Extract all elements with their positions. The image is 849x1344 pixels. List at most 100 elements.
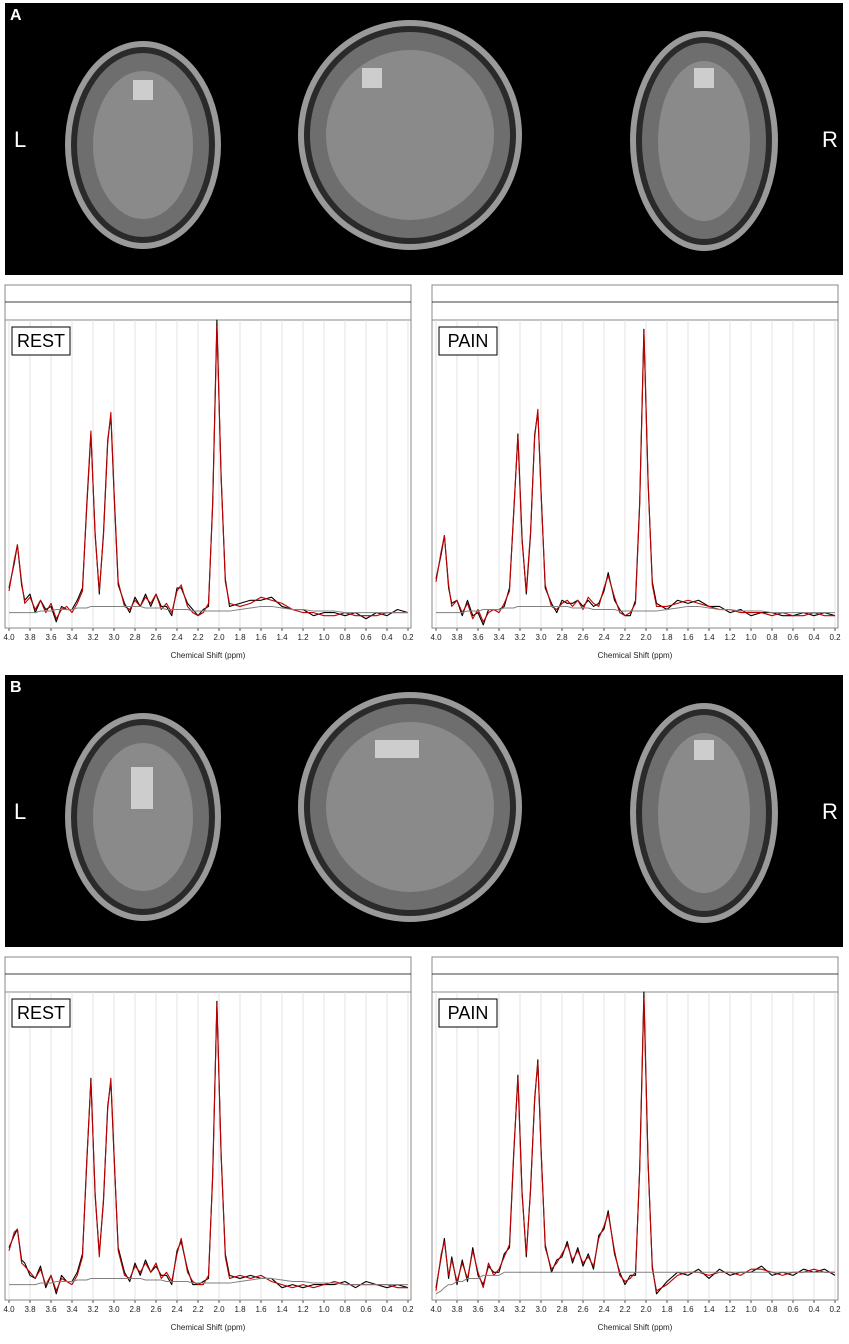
x-tick-label: 3.4 [66,1305,78,1314]
x-tick-label: 1.8 [234,1305,246,1314]
x-tick-label: 3.0 [535,1305,547,1314]
spectrum-line [9,605,408,614]
x-tick-label: 2.6 [150,633,162,642]
voxel [362,68,382,88]
x-tick-label: 2.8 [556,1305,568,1314]
x-tick-label: 2.2 [192,633,204,642]
white-matter [658,733,750,893]
x-tick-label: 1.0 [745,633,757,642]
x-tick-label: 0.6 [787,1305,799,1314]
x-tick-label: 1.2 [724,633,736,642]
x-tick-label: 1.2 [297,633,309,642]
condition-box [438,998,498,1028]
white-matter [658,61,750,221]
side-label: L [14,799,26,824]
x-tick-label: 2.4 [598,633,610,642]
x-tick-label: 3.2 [514,1305,526,1314]
x-tick-label: 1.6 [682,1305,694,1314]
residual-box [431,284,839,321]
x-tick-label: 2.6 [577,633,589,642]
x-tick-label: 1.4 [703,1305,715,1314]
x-tick-label: 3.8 [24,1305,36,1314]
x-tick-label: 4.0 [430,633,442,642]
x-tick-label: 1.8 [234,633,246,642]
x-tick-label: 3.0 [108,633,120,642]
x-tick-label: 2.0 [640,633,652,642]
x-tick-label: 3.6 [45,633,57,642]
spectrum-line [436,605,835,614]
side-label: R [822,127,838,152]
x-tick-label: 2.2 [192,1305,204,1314]
x-tick-label: 2.8 [556,633,568,642]
x-tick-label: 3.6 [472,633,484,642]
x-tick-label: 2.2 [619,1305,631,1314]
voxel [694,68,714,88]
x-tick-label: 3.4 [493,1305,505,1314]
x-tick-label: 3.6 [45,1305,57,1314]
white-matter [93,743,193,891]
x-tick-label: 1.0 [318,633,330,642]
x-tick-label: 2.4 [171,633,183,642]
x-axis-title: Chemical Shift (ppm) [598,651,673,660]
x-tick-label: 0.8 [339,633,351,642]
voxel [375,740,419,758]
voxel [133,80,153,100]
x-axis-title: Chemical Shift (ppm) [171,651,246,660]
x-tick-label: 3.0 [108,1305,120,1314]
x-tick-label: 0.6 [360,633,372,642]
spectrum-line [435,1271,835,1295]
x-tick-label: 0.2 [829,1305,841,1314]
x-tick-label: 0.2 [402,1305,414,1314]
x-tick-label: 1.0 [745,1305,757,1314]
x-tick-label: 0.4 [381,633,393,642]
x-tick-label: 3.8 [24,633,36,642]
x-tick-label: 3.8 [451,1305,463,1314]
x-tick-label: 3.0 [535,633,547,642]
x-tick-label: 0.6 [787,633,799,642]
white-matter [326,722,494,892]
x-tick-label: 1.4 [276,633,288,642]
spectrum-line [8,1003,408,1292]
x-tick-label: 1.6 [255,633,267,642]
spectrum-line [9,1277,408,1286]
x-tick-label: 1.6 [682,633,694,642]
x-tick-label: 0.4 [381,1305,393,1314]
residual-box [4,956,412,993]
voxel [131,767,153,809]
x-tick-label: 3.4 [493,633,505,642]
x-tick-label: 2.4 [598,1305,610,1314]
residual-box [431,956,839,993]
x-tick-label: 0.4 [808,633,820,642]
x-tick-label: 4.0 [3,1305,15,1314]
voxel [694,740,714,760]
x-tick-label: 0.6 [360,1305,372,1314]
x-tick-label: 0.2 [829,633,841,642]
plot-box [431,991,839,1301]
plot-box [4,319,412,629]
panel-label: A [10,7,22,24]
x-tick-label: 1.6 [255,1305,267,1314]
x-tick-label: 2.2 [619,633,631,642]
x-tick-label: 3.4 [66,633,78,642]
x-tick-label: 1.8 [661,633,673,642]
x-tick-label: 2.8 [129,1305,141,1314]
x-tick-label: 2.0 [213,633,225,642]
spectrum-line [8,325,408,620]
plot-box [431,319,839,629]
x-tick-label: 1.8 [661,1305,673,1314]
x-tick-label: 0.8 [339,1305,351,1314]
x-axis-title: Chemical Shift (ppm) [171,1323,246,1332]
condition-label: PAIN [448,331,489,351]
x-tick-label: 4.0 [3,633,15,642]
white-matter [326,50,494,220]
condition-label: REST [17,331,65,351]
x-tick-label: 0.4 [808,1305,820,1314]
x-tick-label: 1.2 [297,1305,309,1314]
x-tick-label: 2.0 [213,1305,225,1314]
residual-box [4,284,412,321]
white-matter [93,71,193,219]
x-tick-label: 2.4 [171,1305,183,1314]
plot-box [4,991,412,1301]
